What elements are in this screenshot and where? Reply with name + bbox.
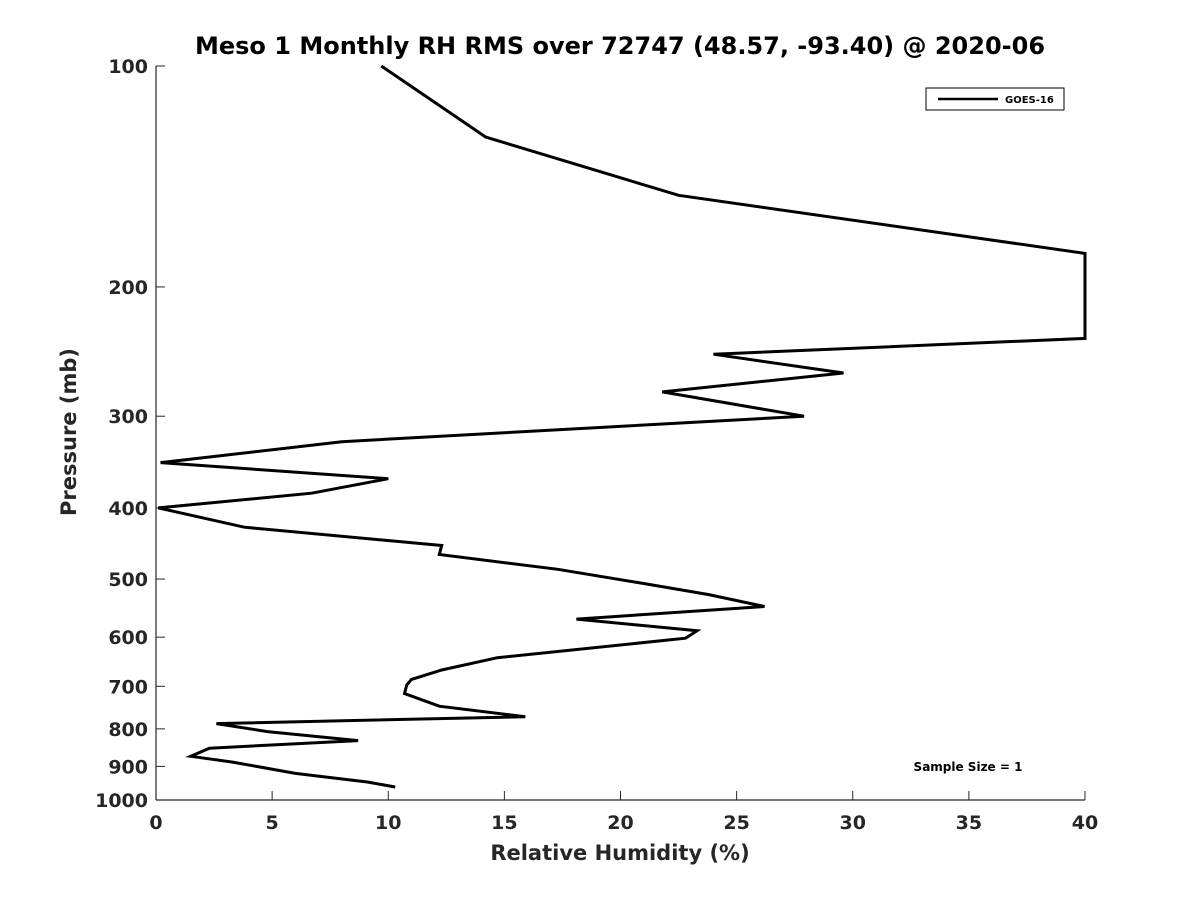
y-tick-label: 300 [108,406,148,428]
x-tick-label: 40 [1072,812,1098,834]
y-tick-label: 600 [108,627,148,649]
x-tick-label: 15 [491,812,517,834]
axes: 0 5 10 15 20 25 30 35 40 100 200 300 400 500 600 700 800… [95,56,1098,834]
x-tick-label: 25 [723,812,749,834]
y-tick-label: 800 [108,719,148,741]
y-tick-label: 700 [108,676,148,698]
x-tick-label: 35 [956,812,982,834]
x-tick-label: 10 [375,812,401,834]
y-tick-label: 500 [108,569,148,591]
chart-title: Meso 1 Monthly RH RMS over 72747 (48.57,… [195,32,1045,60]
x-tick-label: 30 [840,812,866,834]
series-layer [157,64,1087,789]
x-tick-label: 0 [149,812,162,834]
legend-label-goes-16: GOES-16 [1005,95,1054,106]
y-tick-label: 100 [108,56,148,78]
legend: GOES-16 [925,87,1065,111]
y-axis-label: Pressure (mb) [57,348,81,516]
x-tick-label: 20 [607,812,633,834]
y-tick-label: 200 [108,277,148,299]
x-tick-label: 5 [266,812,279,834]
y-tick-label: 400 [108,498,148,520]
sample-size-annotation: Sample Size = 1 [914,760,1023,774]
y-tick-label: 1000 [95,790,148,812]
series-line-goes-16 [157,64,1087,789]
y-tick-label: 900 [108,756,148,778]
x-axis-label: Relative Humidity (%) [490,841,749,865]
